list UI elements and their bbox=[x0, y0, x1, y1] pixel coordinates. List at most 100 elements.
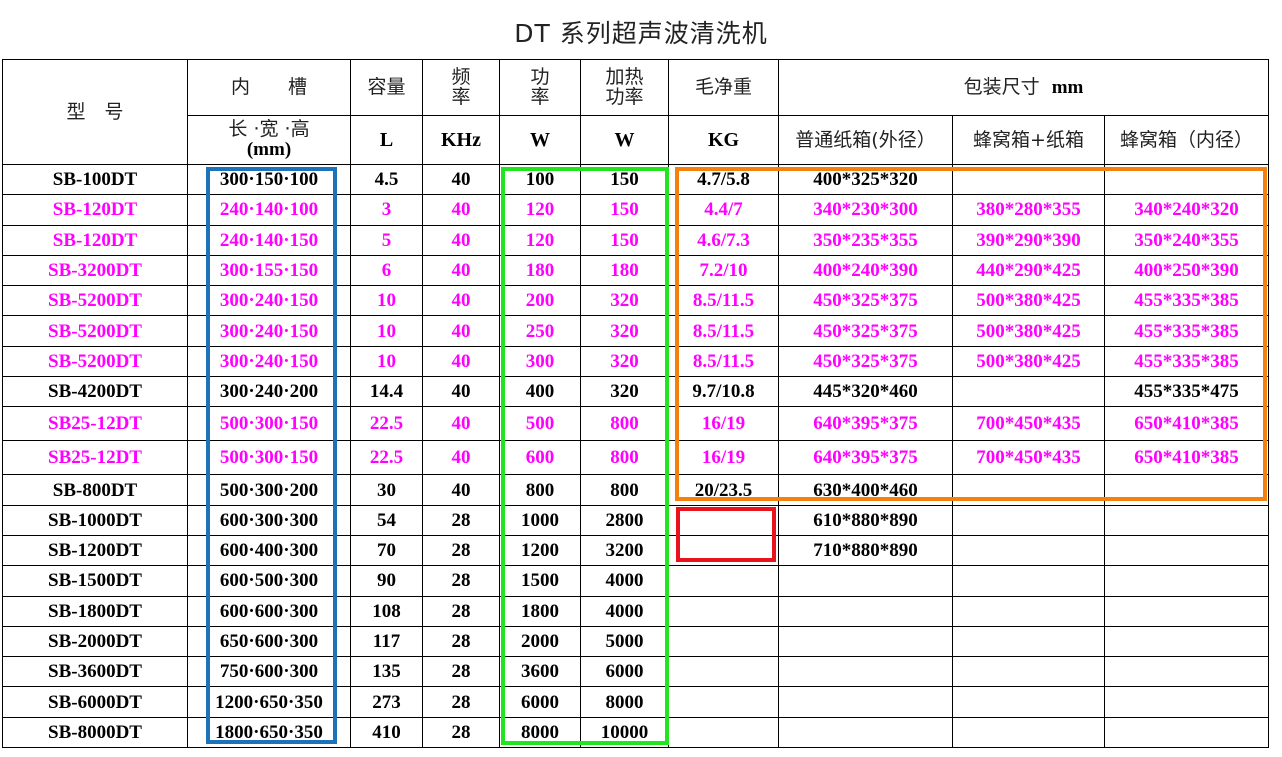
table-row: SB-3200DT 300·155·150 6 40 180 180 7.2/10 400*2… bbox=[2, 254, 1269, 287]
capacity-cell: 70 bbox=[350, 534, 423, 567]
table-row: SB-4200DT 300·240·200 14.4 40 400 320 9.7/10.8… bbox=[2, 376, 1269, 408]
frequency-cell: 40 bbox=[422, 474, 500, 506]
pack-normal-cell bbox=[778, 716, 953, 749]
dims-cell: 300·240·150 bbox=[187, 315, 351, 347]
pack-normal-cell: 450*325*375 bbox=[778, 345, 953, 378]
header-inner-tank: 内 槽 bbox=[187, 59, 351, 116]
pack-honeycomb-carton-cell: 700*450*435 bbox=[952, 406, 1105, 442]
capacity-cell: 90 bbox=[350, 565, 423, 597]
weight-cell: 8.5/11.5 bbox=[668, 315, 779, 347]
model-cell: SB25-12DT bbox=[2, 440, 188, 476]
pack-honeycomb-inner-cell bbox=[1104, 625, 1269, 658]
unit-power: W bbox=[499, 115, 581, 165]
dims-cell: 300·240·150 bbox=[187, 345, 351, 378]
header-units-row: 长 ·宽 ·高 (mm) L KHz W W KG 普通纸箱(外径） 蜂窝箱+纸箱… bbox=[3, 115, 1269, 165]
header-power: 功率 bbox=[499, 59, 581, 116]
highlight-box-power bbox=[501, 167, 669, 745]
model-cell: SB-120DT bbox=[2, 224, 188, 256]
model-cell: SB-5200DT bbox=[2, 315, 188, 347]
pack-honeycomb-carton-cell: 700*450*435 bbox=[952, 440, 1105, 476]
dims-cell: 650·600·300 bbox=[187, 625, 351, 658]
frequency-cell: 40 bbox=[422, 376, 500, 408]
model-cell: SB-1500DT bbox=[2, 565, 188, 597]
model-cell: SB-120DT bbox=[2, 194, 188, 226]
model-cell: SB-1000DT bbox=[2, 504, 188, 536]
heating-power-cell: 4000 bbox=[580, 565, 669, 597]
power-cell: 250 bbox=[499, 315, 581, 347]
header-pack-normal: 普通纸箱(外径） bbox=[778, 115, 953, 165]
weight-cell: 8.5/11.5 bbox=[668, 285, 779, 317]
frequency-cell: 28 bbox=[422, 595, 500, 627]
heating-power-cell: 150 bbox=[580, 224, 669, 256]
power-cell: 400 bbox=[499, 376, 581, 408]
pack-normal-cell: 400*240*390 bbox=[778, 254, 953, 287]
frequency-cell: 40 bbox=[422, 254, 500, 287]
pack-honeycomb-inner-cell: 455*335*475 bbox=[1104, 376, 1269, 408]
weight-cell bbox=[668, 565, 779, 597]
capacity-cell: 10 bbox=[350, 315, 423, 347]
pack-honeycomb-carton-cell: 500*380*425 bbox=[952, 345, 1105, 378]
frequency-cell: 40 bbox=[422, 285, 500, 317]
frequency-cell: 28 bbox=[422, 625, 500, 658]
pack-honeycomb-carton-cell bbox=[952, 716, 1105, 749]
dims-cell: 600·600·300 bbox=[187, 595, 351, 627]
heating-power-cell: 800 bbox=[580, 406, 669, 442]
weight-cell bbox=[668, 656, 779, 688]
frequency-cell: 40 bbox=[422, 224, 500, 256]
dims-cell: 750·600·300 bbox=[187, 656, 351, 688]
pack-normal-cell: 445*320*460 bbox=[778, 376, 953, 408]
dims-cell: 1200·650·350 bbox=[187, 686, 351, 718]
pack-honeycomb-inner-cell: 650*410*385 bbox=[1104, 440, 1269, 476]
power-cell: 6000 bbox=[499, 686, 581, 718]
header-packing-size: 包装尺寸 mm bbox=[778, 59, 1269, 116]
capacity-cell: 22.5 bbox=[350, 440, 423, 476]
model-cell: SB-3600DT bbox=[2, 656, 188, 688]
capacity-cell: 273 bbox=[350, 686, 423, 718]
header-model: 型 号 bbox=[2, 59, 188, 165]
power-cell: 800 bbox=[499, 474, 581, 506]
highlight-box-empty-weight bbox=[676, 507, 776, 562]
capacity-cell: 4.5 bbox=[350, 163, 423, 196]
heating-power-cell: 320 bbox=[580, 345, 669, 378]
frequency-cell: 40 bbox=[422, 163, 500, 196]
model-cell: SB-100DT bbox=[2, 163, 188, 196]
heating-power-cell: 5000 bbox=[580, 625, 669, 658]
model-cell: SB-5200DT bbox=[2, 285, 188, 317]
unit-capacity: L bbox=[350, 115, 423, 165]
capacity-cell: 6 bbox=[350, 254, 423, 287]
frequency-cell: 28 bbox=[422, 716, 500, 749]
frequency-cell: 40 bbox=[422, 194, 500, 226]
power-cell: 600 bbox=[499, 440, 581, 476]
table-row: SB-120DT 240·140·150 5 40 120 150 4.6/7.3 350*2… bbox=[2, 224, 1269, 256]
pack-normal-cell bbox=[778, 595, 953, 627]
heating-power-cell: 800 bbox=[580, 440, 669, 476]
capacity-cell: 30 bbox=[350, 474, 423, 506]
heating-power-cell: 2800 bbox=[580, 504, 669, 536]
header-frequency: 频率 bbox=[422, 59, 500, 116]
capacity-cell: 3 bbox=[350, 194, 423, 226]
frequency-cell: 28 bbox=[422, 565, 500, 597]
pack-normal-cell: 340*230*300 bbox=[778, 194, 953, 226]
highlight-box-dimensions bbox=[206, 167, 337, 744]
frequency-cell: 40 bbox=[422, 315, 500, 347]
pack-honeycomb-inner-cell: 350*240*355 bbox=[1104, 224, 1269, 256]
dims-cell: 600·500·300 bbox=[187, 565, 351, 597]
capacity-cell: 54 bbox=[350, 504, 423, 536]
heating-power-cell: 320 bbox=[580, 315, 669, 347]
pack-normal-cell: 450*325*375 bbox=[778, 315, 953, 347]
heating-power-cell: 6000 bbox=[580, 656, 669, 688]
capacity-cell: 14.4 bbox=[350, 376, 423, 408]
capacity-cell: 10 bbox=[350, 345, 423, 378]
header-heating-power: 加热 功率 bbox=[580, 59, 669, 116]
power-cell: 180 bbox=[499, 254, 581, 287]
capacity-cell: 135 bbox=[350, 656, 423, 688]
pack-honeycomb-carton-cell bbox=[952, 534, 1105, 567]
pack-honeycomb-carton-cell: 380*280*355 bbox=[952, 194, 1105, 226]
table-row: SB25-12DT 500·300·150 22.5 40 600 800 16/19 640… bbox=[2, 440, 1269, 476]
pack-honeycomb-inner-cell bbox=[1104, 716, 1269, 749]
heating-power-cell: 150 bbox=[580, 194, 669, 226]
dims-cell: 500·300·200 bbox=[187, 474, 351, 506]
pack-honeycomb-carton-cell bbox=[952, 504, 1105, 536]
table-row: SB-5200DT 300·240·150 10 40 300 320 8.5/11.5 45… bbox=[2, 345, 1269, 378]
pack-honeycomb-carton-cell bbox=[952, 656, 1105, 688]
